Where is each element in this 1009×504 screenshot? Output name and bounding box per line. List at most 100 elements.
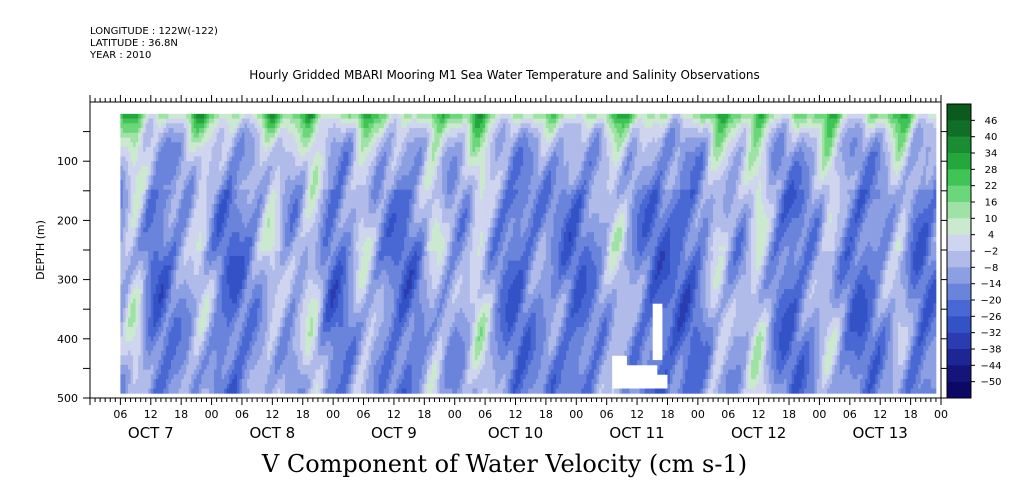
heatmap-cell — [201, 284, 205, 290]
heatmap-cell — [325, 165, 329, 172]
heatmap-cell — [292, 274, 296, 280]
heatmap-cell — [125, 222, 129, 228]
heatmap-cell — [193, 236, 197, 243]
heatmap-cell — [160, 156, 164, 162]
heatmap-cell — [221, 341, 225, 347]
heatmap-cell — [155, 132, 159, 138]
heatmap-cell — [269, 118, 273, 124]
heatmap-cell — [209, 113, 212, 119]
heatmap-cell — [325, 341, 329, 347]
heatmap-cell — [257, 180, 261, 186]
heatmap-cell — [229, 336, 233, 342]
heatmap-cell — [330, 180, 334, 186]
heatmap-cell — [203, 317, 207, 323]
heatmap-cell — [325, 213, 329, 219]
heatmap-cell — [163, 364, 167, 370]
heatmap-cell — [203, 255, 207, 262]
heatmap-cell — [163, 360, 167, 366]
heatmap-cell — [130, 246, 134, 252]
heatmap-cell — [191, 260, 195, 266]
heatmap-cell — [231, 251, 235, 257]
heatmap-cell — [178, 322, 182, 328]
heatmap-cell — [259, 189, 263, 195]
heatmap-cell — [221, 369, 225, 375]
heatmap-cell — [125, 156, 129, 162]
heatmap-cell — [290, 270, 294, 276]
heatmap-cell — [229, 170, 233, 176]
heatmap-cell — [323, 274, 326, 280]
heatmap-cell — [188, 146, 192, 153]
heatmap-cell — [247, 128, 250, 134]
heatmap-cell — [287, 379, 291, 385]
heatmap-cell — [249, 317, 253, 323]
heatmap-cell — [226, 246, 230, 252]
heatmap-cell — [315, 388, 319, 394]
heatmap-cell — [209, 308, 212, 314]
heatmap-cell — [254, 322, 258, 328]
heatmap-cell — [252, 355, 256, 361]
heatmap-cell — [317, 227, 321, 233]
heatmap-cell — [272, 170, 276, 176]
heatmap-cell — [176, 303, 180, 309]
heatmap-cell — [196, 341, 200, 347]
heatmap-cell — [163, 274, 167, 280]
heatmap-cell — [317, 303, 321, 309]
heatmap-cell — [244, 317, 248, 323]
heatmap-cell — [135, 331, 139, 337]
heatmap-cell — [249, 213, 253, 219]
heatmap-cell — [138, 132, 142, 138]
heatmap-cell — [209, 303, 212, 309]
heatmap-cell — [272, 180, 276, 186]
heatmap-cell — [320, 336, 324, 342]
heatmap-cell — [122, 369, 126, 375]
heatmap-cell — [120, 189, 124, 195]
heatmap-cell — [198, 265, 202, 271]
heatmap-cell — [145, 355, 149, 361]
heatmap-cell — [130, 213, 134, 219]
heatmap-cell — [252, 284, 256, 290]
heatmap-cell — [148, 232, 152, 238]
heatmap-cell — [135, 279, 139, 285]
heatmap-cell — [300, 303, 304, 309]
heatmap-cell — [224, 184, 228, 191]
heatmap-cell — [125, 350, 129, 356]
heatmap-cell — [176, 308, 180, 314]
heatmap-cell — [267, 345, 271, 352]
heatmap-cell — [295, 374, 299, 380]
heatmap-cell — [133, 175, 136, 181]
heatmap-cell — [285, 137, 288, 143]
heatmap-cell — [325, 151, 329, 157]
heatmap-cell — [188, 232, 192, 238]
heatmap-cell — [176, 279, 180, 285]
heatmap-cell — [224, 251, 228, 257]
heatmap-cell — [297, 374, 301, 380]
heatmap-cell — [287, 161, 291, 167]
heatmap-cell — [325, 128, 329, 134]
heatmap-cell — [186, 189, 190, 195]
heatmap-cell — [206, 303, 210, 309]
heatmap-cell — [300, 360, 304, 366]
heatmap-cell — [125, 341, 129, 347]
heatmap-cell — [173, 293, 177, 299]
heatmap-cell — [168, 312, 172, 318]
heatmap-cell — [130, 208, 134, 214]
heatmap-cell — [239, 284, 243, 290]
heatmap-cell — [234, 194, 238, 200]
heatmap-cell — [312, 170, 316, 176]
heatmap-cell — [122, 331, 126, 337]
heatmap-cell — [315, 128, 319, 134]
heatmap-cell — [191, 326, 195, 333]
heatmap-cell — [236, 146, 240, 153]
heatmap-cell — [168, 331, 172, 337]
heatmap-cell — [272, 336, 276, 342]
heatmap-cell — [127, 246, 131, 252]
heatmap-cell — [168, 151, 172, 157]
heatmap-cell — [305, 146, 309, 153]
heatmap-cell — [257, 241, 261, 247]
heatmap-cell — [203, 189, 207, 195]
heatmap-cell — [158, 355, 162, 361]
heatmap-cell — [244, 341, 248, 347]
heatmap-cell — [138, 383, 142, 389]
heatmap-cell — [302, 227, 306, 233]
heatmap-cell — [236, 265, 240, 271]
